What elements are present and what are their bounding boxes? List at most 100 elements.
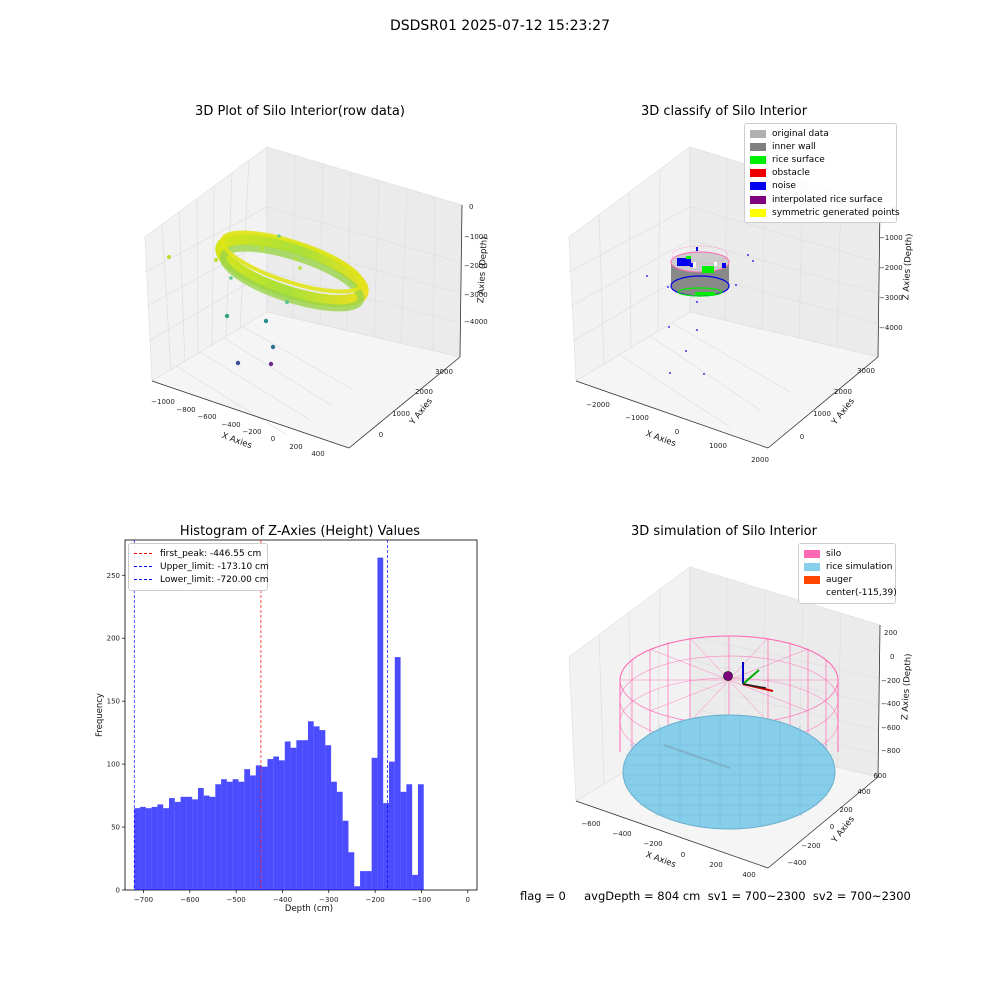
- histogram-bar: [290, 747, 297, 890]
- legend-label: center(-115,39): [826, 588, 897, 599]
- histogram-bar: [313, 726, 320, 890]
- legend-item-original-data: original data: [750, 127, 891, 140]
- classify-legend: original data inner wall rice surface ob…: [744, 123, 900, 224]
- histogram-bar: [232, 779, 239, 890]
- legend-item-symmetric-generated-points: symmetric generated points: [750, 206, 900, 219]
- histogram-ylabel: Frequency: [95, 693, 105, 737]
- simulation-ytick: 0: [830, 823, 834, 831]
- histogram-xtick-label: −600: [180, 896, 199, 904]
- histogram-bar: [296, 740, 303, 890]
- classify-ytick: 0: [800, 433, 804, 441]
- raw-ztick: 0: [469, 203, 473, 211]
- raw-zlabel: Z Axies (Depth): [476, 236, 489, 303]
- histogram-bar: [360, 871, 366, 890]
- legend-label: Upper_limit: -173.10 cm: [160, 561, 269, 572]
- classify-xtick: 2000: [751, 456, 769, 464]
- legend-label: rice surface: [772, 154, 825, 165]
- legend-item-center: center(-115,39): [804, 587, 897, 600]
- classify-zlabel: Z Axies (Depth): [901, 233, 914, 300]
- legend-swatch: [750, 182, 766, 191]
- raw-point-cloud: [167, 230, 369, 367]
- status-footer: flag = 0 avgDepth = 804 cm sv1 = 700~230…: [520, 889, 911, 903]
- histogram-bar: [174, 801, 181, 890]
- raw-ztick: −2000: [464, 262, 488, 270]
- raw-ytick: 0: [379, 431, 383, 439]
- legend-swatch: [804, 549, 820, 558]
- simulation-legend: silo rice simulation auger center(-115,3…: [798, 543, 897, 604]
- raw-plot-title: 3D Plot of Silo Interior(row data): [195, 104, 405, 119]
- simulation-ztick: −400: [881, 700, 900, 708]
- histogram-xtick-label: −300: [319, 896, 338, 904]
- classify-ytick: 2000: [834, 388, 852, 396]
- histogram-bar: [417, 784, 424, 890]
- classify-ytick: 1000: [813, 410, 831, 418]
- simulation-ytick: −400: [787, 859, 806, 867]
- simulation-plot-title: 3D simulation of Silo Interior: [631, 524, 817, 539]
- raw-xtick: −800: [176, 406, 195, 414]
- simulation-xtick: 400: [742, 871, 755, 879]
- histogram-bar: [325, 745, 332, 890]
- simulation-xtick: −600: [581, 820, 600, 828]
- histogram-plot: −700 −600 −500 −400 −300 −200 −100 0 0 50 100 150 20…: [107, 539, 478, 904]
- histogram-bar: [342, 820, 349, 890]
- legend-label: first_peak: -446.55 cm: [160, 548, 262, 559]
- legend-swatch: [804, 562, 820, 571]
- legend-label: obstacle: [772, 168, 810, 179]
- legend-line-swatch: [134, 553, 152, 555]
- histogram-bar: [186, 796, 193, 890]
- classify-xtick: 1000: [709, 442, 727, 450]
- histogram-bar: [307, 721, 314, 890]
- histogram-ytick-label: 100: [107, 761, 120, 769]
- legend-swatch: [804, 589, 820, 598]
- histogram-xtick-label: −200: [365, 896, 384, 904]
- simulation-ztick: −200: [881, 677, 900, 685]
- histogram-bar: [365, 871, 372, 890]
- simulation-xtick: −400: [612, 830, 631, 838]
- histogram-xtick-label: 0: [466, 896, 470, 904]
- classify-xtick: 0: [675, 428, 679, 436]
- raw-xtick: −600: [197, 413, 216, 421]
- raw-xtick: −200: [242, 428, 261, 436]
- raw-xtick: −400: [221, 421, 240, 429]
- legend-swatch: [750, 208, 766, 217]
- raw-ytick: 1000: [392, 410, 410, 418]
- histogram-bar: [383, 803, 389, 890]
- classify-ztick: −2000: [879, 264, 903, 272]
- legend-label: auger: [826, 574, 853, 585]
- histogram-bar: [331, 781, 337, 890]
- legend-item-interpolated-rice-surface: interpolated rice surface: [750, 193, 891, 206]
- histogram-bar: [267, 759, 274, 890]
- simulation-ytick: −200: [801, 842, 820, 850]
- histogram-bar: [197, 788, 204, 890]
- histogram-bars: [134, 557, 424, 890]
- simulation-xtick: 200: [709, 861, 722, 869]
- histogram-bar: [163, 808, 169, 890]
- simulation-ztick: 200: [884, 629, 897, 637]
- histogram-bar: [377, 557, 384, 890]
- simulation-xtick: −200: [643, 840, 662, 848]
- legend-swatch: [750, 169, 766, 178]
- histogram-bar: [203, 795, 210, 890]
- legend-item-silo: silo: [804, 547, 890, 560]
- histogram-bar: [151, 806, 158, 890]
- legend-line-swatch: [134, 579, 152, 581]
- legend-line-swatch: [134, 566, 152, 568]
- legend-swatch: [750, 195, 766, 204]
- histogram-bar: [273, 756, 279, 890]
- figure-title: DSDSR01 2025-07-12 15:23:27: [389, 18, 610, 34]
- raw-xtick: 0: [271, 435, 275, 443]
- classify-xtick: −2000: [586, 401, 610, 409]
- histogram-bar: [412, 874, 418, 890]
- legend-item-lower-limit: Lower_limit: -720.00 cm: [134, 573, 268, 586]
- classify-ztick: −3000: [879, 294, 903, 302]
- raw-xtick: 400: [311, 450, 324, 458]
- simulation-ztick: 0: [890, 653, 894, 661]
- raw-ytick: 2000: [415, 388, 433, 396]
- simulation-ytick: 600: [873, 772, 886, 780]
- histogram-ticks: −700 −600 −500 −400 −300 −200 −100 0 0 50 100 150 20…: [107, 572, 470, 904]
- classify-ztick: −1000: [879, 234, 903, 242]
- raw-xtick: 200: [289, 443, 302, 451]
- legend-item-noise: noise: [750, 180, 891, 193]
- histogram-xtick-label: −700: [134, 896, 153, 904]
